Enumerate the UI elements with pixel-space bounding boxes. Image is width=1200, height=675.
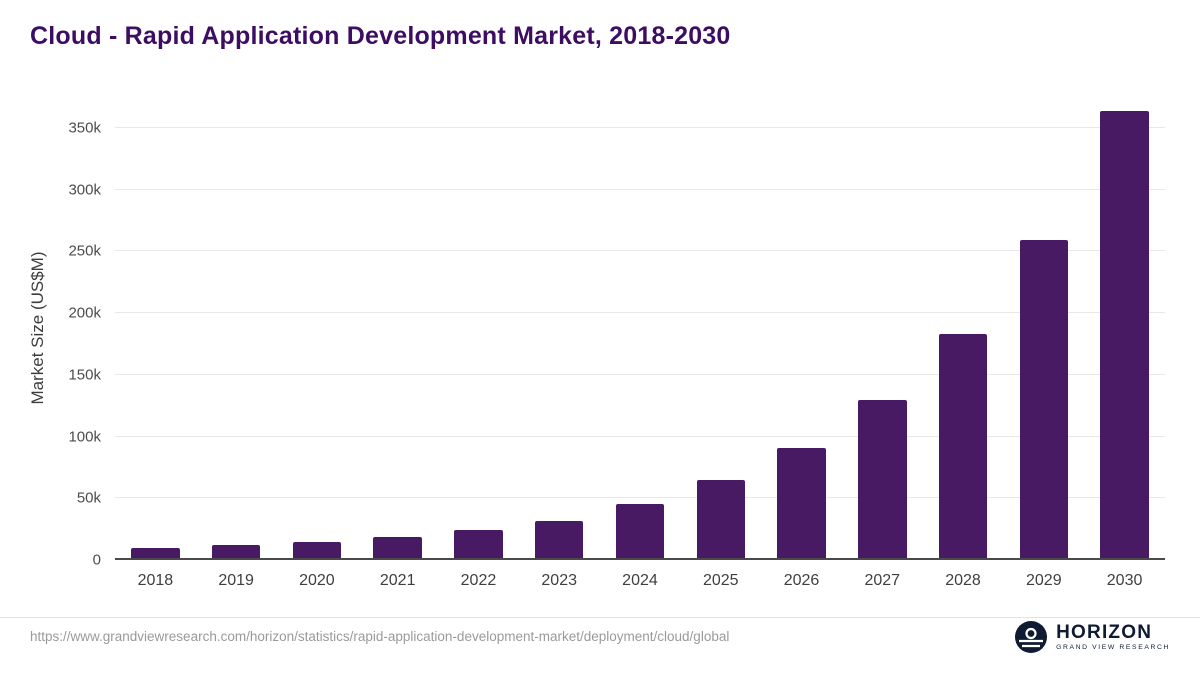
bar-2019 xyxy=(211,545,261,560)
chart-title: Cloud - Rapid Application Development Ma… xyxy=(30,22,731,50)
bar-slot-2025 xyxy=(680,97,761,560)
bar-slot-2018 xyxy=(115,97,196,560)
y-tick-label: 300k xyxy=(68,181,101,199)
x-tick-label-2026: 2026 xyxy=(783,572,820,589)
bar-2027 xyxy=(858,400,907,560)
x-tick-label-2019: 2019 xyxy=(218,572,254,589)
x-tick-label-2027: 2027 xyxy=(864,572,901,589)
y-tick-label: 0 xyxy=(92,551,101,569)
gridline xyxy=(115,250,1165,252)
gridline xyxy=(115,188,1165,190)
y-tick-label: 100k xyxy=(68,428,101,446)
gridline xyxy=(115,312,1165,314)
bar-2025 xyxy=(696,480,745,560)
bar-slot-2026 xyxy=(761,97,842,560)
bar-slot-2020 xyxy=(277,97,358,560)
bar-2018 xyxy=(131,547,180,560)
bar-2026 xyxy=(777,447,826,560)
x-tick-label-2020: 2020 xyxy=(299,572,335,589)
x-tick-label-2018: 2018 xyxy=(137,572,174,589)
bar-slot-2023 xyxy=(519,97,600,560)
x-tick-label-2022: 2022 xyxy=(460,572,497,589)
plot-area: 0 50k 100k 150k 200k 250k 300k 350k xyxy=(68,97,1165,569)
y-tick-label: 150k xyxy=(68,366,101,384)
x-tick-label-2025: 2025 xyxy=(702,572,739,589)
x-axis-labels: 2018 2019 2020 2021 2022 2023 2024 2025 2026 2027… xyxy=(115,572,1165,590)
x-tick-label-2030: 2030 xyxy=(1106,572,1143,589)
gridline xyxy=(115,435,1165,437)
bar-slot-2027 xyxy=(842,97,923,560)
gridline xyxy=(115,373,1165,375)
bar-slot-2028 xyxy=(923,97,1004,560)
bars-layer xyxy=(115,97,1165,560)
y-tick-label: 200k xyxy=(68,304,101,322)
brand-subtitle: GRAND VIEW RESEARCH xyxy=(1056,644,1170,652)
y-tick-label: 350k xyxy=(68,119,101,137)
bar-2030 xyxy=(1100,111,1149,560)
horizon-globe-icon xyxy=(1015,621,1048,653)
brand-text: HORIZON GRAND VIEW RESEARCH xyxy=(1056,621,1170,652)
bar-2022 xyxy=(454,530,503,560)
y-axis-title: Market Size (US$M) xyxy=(28,251,47,405)
x-axis-line xyxy=(115,558,1165,560)
x-tick-label-2024: 2024 xyxy=(622,572,658,589)
bar-2023 xyxy=(534,520,584,560)
x-tick-label-2028: 2028 xyxy=(945,572,981,589)
bar-2028 xyxy=(938,334,988,560)
bar-2021 xyxy=(373,537,422,560)
gridline xyxy=(115,497,1165,499)
bar-2020 xyxy=(292,541,342,560)
bar-slot-2029 xyxy=(1003,97,1084,560)
bar-slot-2019 xyxy=(196,97,277,560)
source-url: https://www.grandviewresearch.com/horizo… xyxy=(30,629,730,644)
brand-name: HORIZON xyxy=(1056,621,1153,643)
y-tick-label: 50k xyxy=(76,489,101,507)
footer-divider xyxy=(0,617,1200,618)
y-tick-label: 250k xyxy=(68,242,101,260)
bar-slot-2022 xyxy=(438,97,519,560)
bar-slot-2030 xyxy=(1084,97,1165,560)
bar-2024 xyxy=(615,503,665,560)
bar-2029 xyxy=(1019,240,1069,560)
x-tick-label-2029: 2029 xyxy=(1026,572,1062,589)
bar-slot-2024 xyxy=(600,97,681,560)
x-tick-label-2023: 2023 xyxy=(541,572,577,589)
gridline xyxy=(115,126,1165,128)
bar-slot-2021 xyxy=(357,97,438,560)
horizon-logo: HORIZON GRAND VIEW RESEARCH xyxy=(1015,621,1170,653)
x-tick-label-2021: 2021 xyxy=(379,572,416,589)
